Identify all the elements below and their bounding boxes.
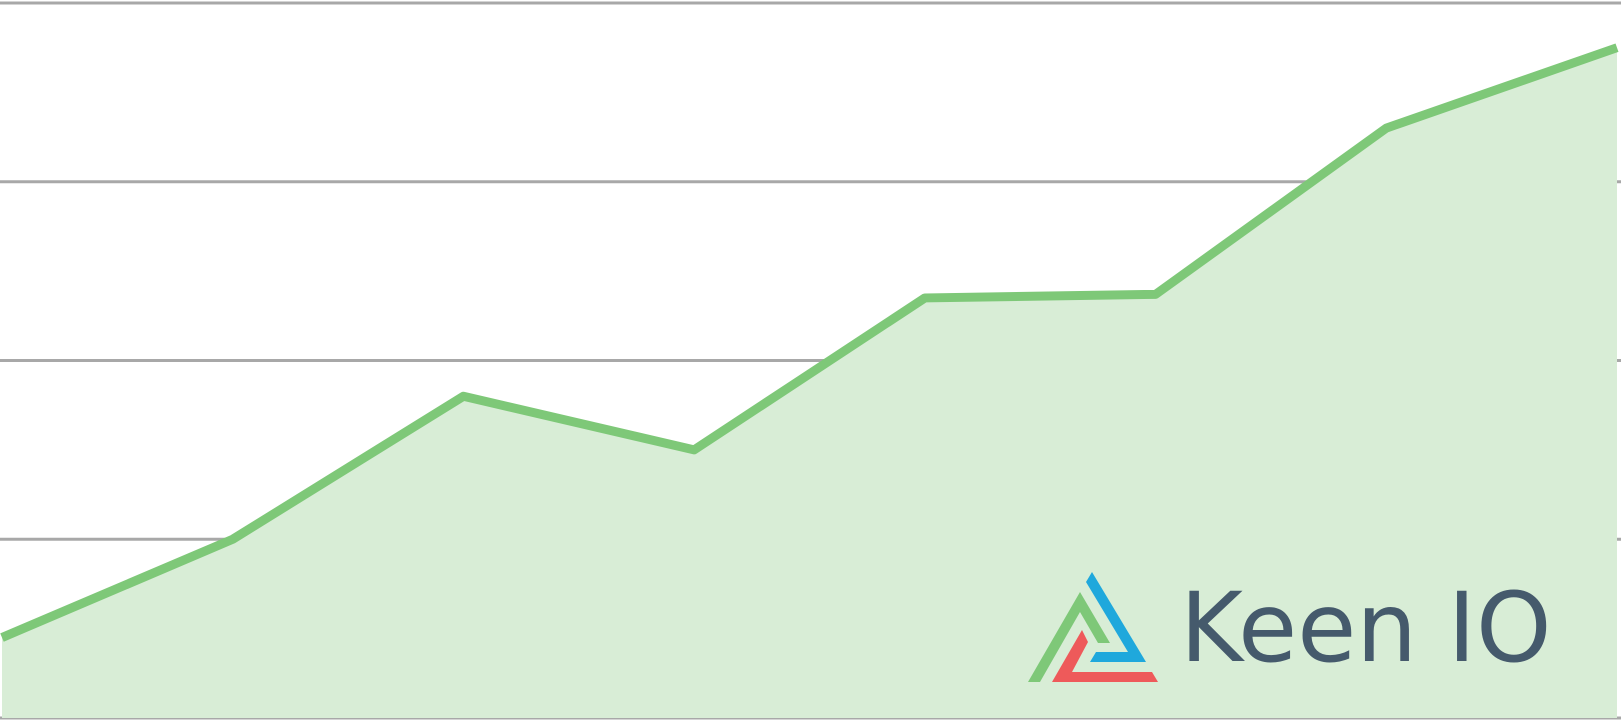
keen-triangle-logo-icon xyxy=(1028,572,1158,682)
area-fill xyxy=(2,47,1617,718)
brand-logo: Keen IO xyxy=(1028,572,1552,684)
series-line xyxy=(0,43,1619,642)
brand-name: Keen IO xyxy=(1180,572,1552,684)
logo-green-stroke xyxy=(1028,592,1110,682)
logo-blue-stroke xyxy=(1086,572,1146,662)
logo-red-stroke xyxy=(1052,630,1158,682)
